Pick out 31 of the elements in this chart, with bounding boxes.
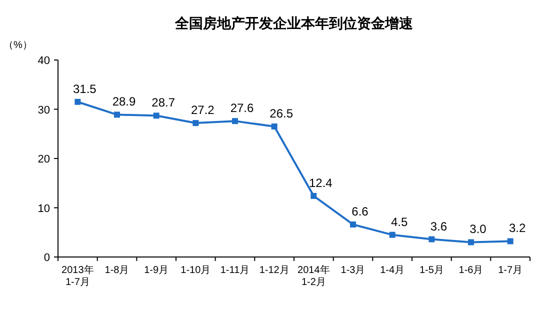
ytick: 40 [38,55,50,67]
xtick: 1-3月 [340,265,366,276]
data-label: 27.6 [230,101,254,116]
data-label: 31.5 [72,82,96,96]
data-label: 6.6 [352,204,368,218]
ytick: 10 [38,202,50,215]
ylabel: （%） [4,40,32,51]
xtick: 1-9月 [144,265,169,276]
data-label: 3.2 [509,221,526,236]
xtick: 1-8月 [104,265,130,276]
data-label: 4.5 [391,214,408,229]
xtick: 1-10月 [180,265,211,276]
title: 全国房地产开发企业本年到位资金增速 [175,15,413,31]
ytick: 20 [38,154,50,166]
xtick: 1-7月 [498,265,523,276]
xtick: 1-11月 [220,265,250,276]
xtick: 1-4月 [380,265,405,276]
data-label: 3.6 [430,219,447,234]
data-label: 28.7 [152,96,176,110]
ytick: 30 [38,104,50,116]
xtick: 1-5月 [419,265,444,276]
ytick: 0 [44,252,50,264]
data-label: 3.0 [470,222,486,236]
data-label: 28.9 [112,94,136,109]
data-label: 27.2 [190,103,214,118]
data-label: 26.5 [270,106,294,120]
xtick: 2013年 1-7月 [62,265,94,288]
data-label: 12.4 [308,176,332,190]
xtick: 1-6月 [458,265,484,276]
xtick: 1-12月 [259,265,290,276]
xtick: 2014年 1-2月 [298,265,330,288]
